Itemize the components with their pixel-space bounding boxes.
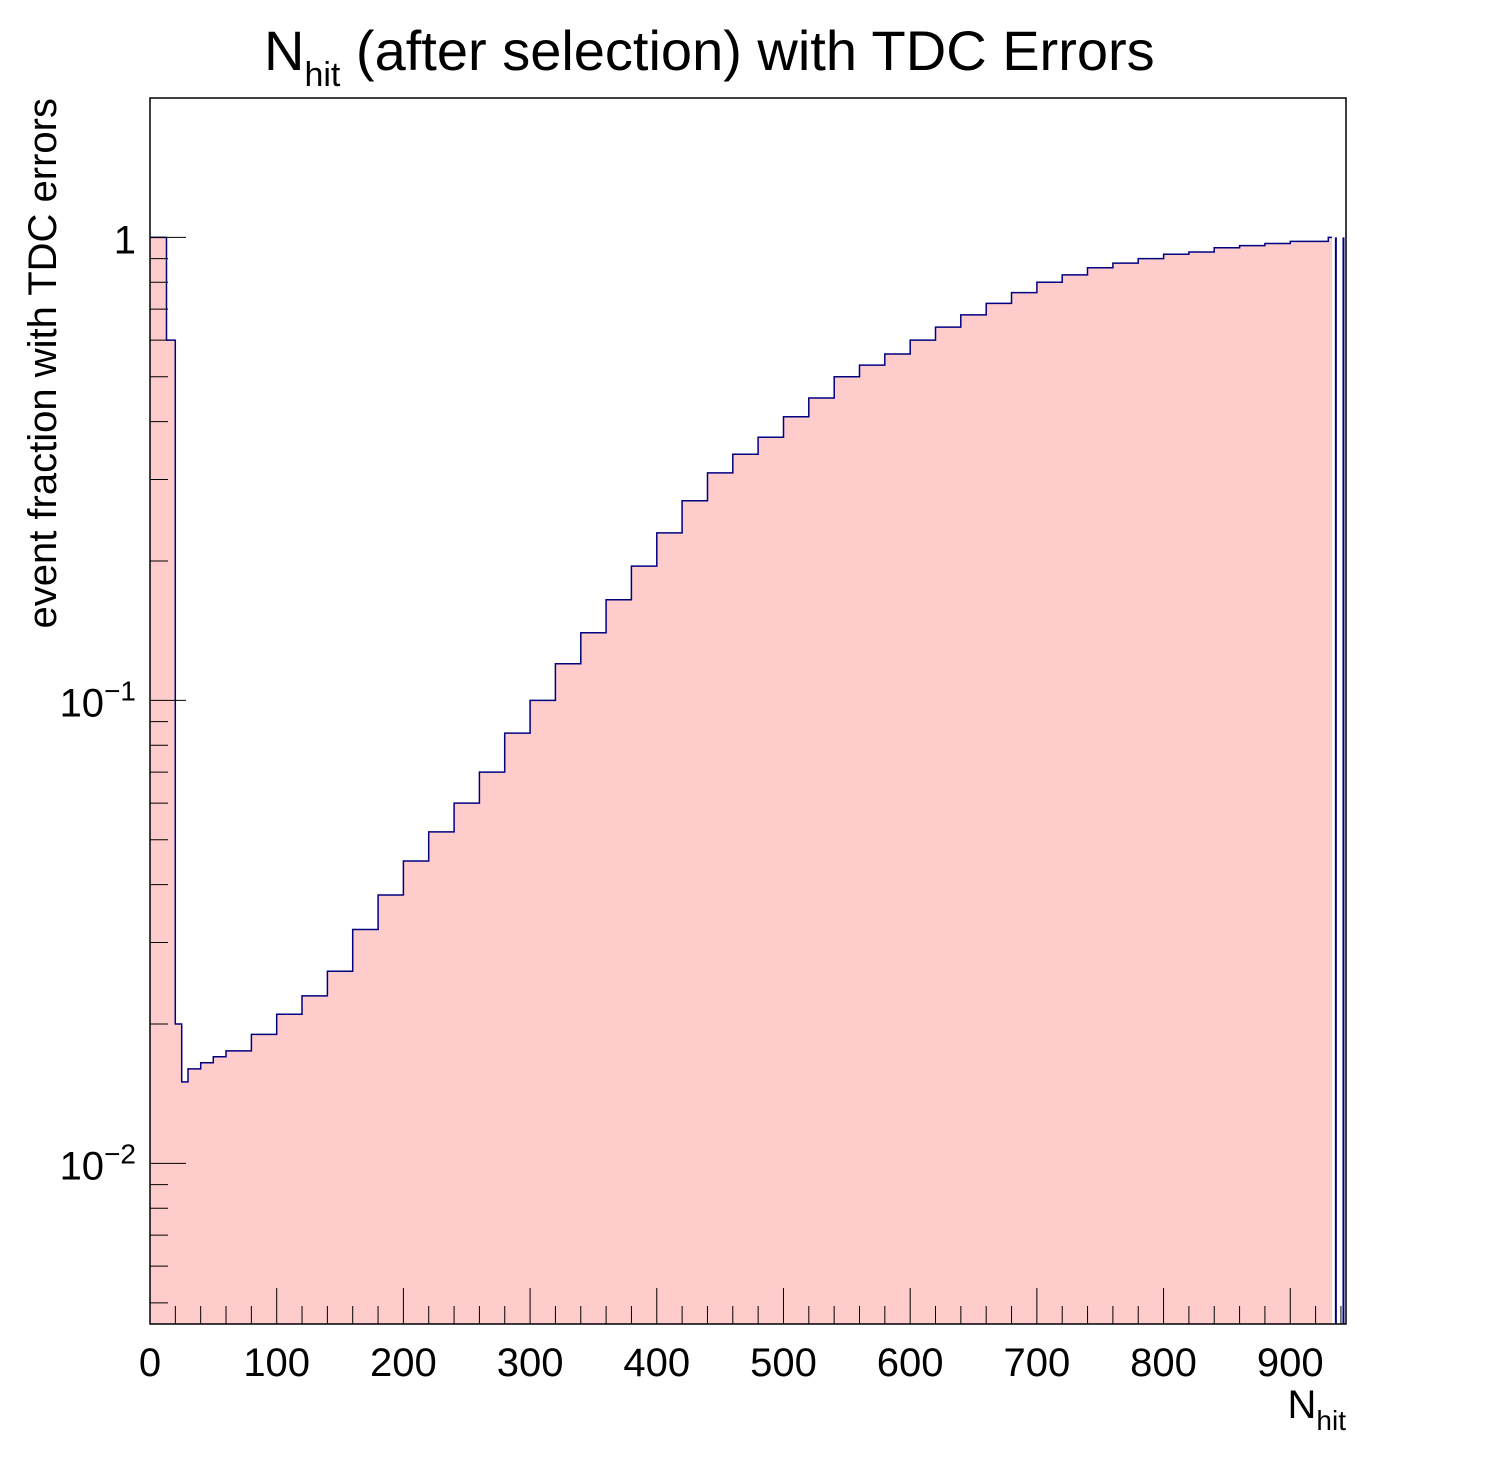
histogram-fill	[150, 237, 1333, 1324]
x-tick-label: 600	[877, 1341, 944, 1385]
x-axis-title: Nhit	[1288, 1383, 1347, 1436]
y-axis-ticks: 1 10−1 10−2	[60, 97, 186, 1304]
chart-title: Nhit (after selection) with TDC Errors	[264, 19, 1155, 94]
x-tick-label: 0	[139, 1341, 161, 1385]
histogram-outline	[150, 236, 1333, 1083]
x-tick-label: 200	[370, 1341, 437, 1385]
x-axis-ticks: 0 100 200 300 400 500 600 700 800 900	[139, 1288, 1342, 1385]
x-tick-label: 400	[623, 1341, 690, 1385]
chart-title-main: N	[264, 19, 304, 82]
x-axis-title-sub: hit	[1316, 1405, 1346, 1436]
y-axis-title: event fraction with TDC errors	[21, 98, 65, 629]
x-tick-label: 700	[1003, 1341, 1070, 1385]
x-tick-label: 500	[750, 1341, 817, 1385]
chart-title-sub: hit	[304, 56, 340, 94]
x-tick-label: 100	[243, 1341, 310, 1385]
histogram-spikes	[1334, 237, 1345, 1324]
chart-title-rest: (after selection) with TDC Errors	[340, 19, 1154, 82]
y-tick-label: 10−2	[60, 1138, 136, 1188]
x-tick-label: 300	[497, 1341, 564, 1385]
plot-frame	[149, 97, 1347, 1325]
y-tick-label: 1	[114, 218, 136, 262]
x-tick-label: 800	[1130, 1341, 1197, 1385]
y-tick-label: 10−1	[60, 675, 136, 725]
x-tick-label: 900	[1257, 1341, 1324, 1385]
x-axis-title-main: N	[1288, 1383, 1317, 1427]
